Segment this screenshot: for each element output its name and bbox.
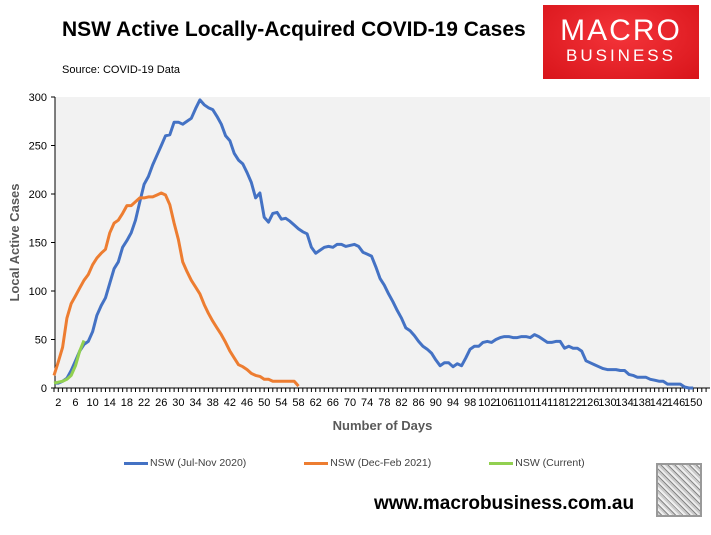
x-tick-label: 38 xyxy=(207,397,219,409)
x-tick-label: 86 xyxy=(413,397,425,409)
x-tick-label: 130 xyxy=(598,397,616,409)
series-line-2 xyxy=(53,339,86,385)
x-tick-label: 50 xyxy=(258,397,270,409)
x-tick-label: 138 xyxy=(633,397,651,409)
x-tick-label: 26 xyxy=(155,397,167,409)
y-tick-label: 0 xyxy=(41,383,47,395)
x-tick-label: 82 xyxy=(395,397,407,409)
x-tick-label: 118 xyxy=(547,397,565,409)
x-tick-label: 14 xyxy=(104,397,116,409)
x-tick-label: 42 xyxy=(224,397,236,409)
y-tick-label: 100 xyxy=(29,286,47,298)
y-tick-label: 300 xyxy=(29,92,47,104)
x-tick-label: 74 xyxy=(361,397,373,409)
series-line-0 xyxy=(54,98,694,390)
x-tick-label: 98 xyxy=(464,397,476,409)
x-tick-label: 62 xyxy=(310,397,322,409)
wolf-mascot-image xyxy=(656,463,702,517)
x-tick-label: 146 xyxy=(667,397,685,409)
x-tick-label: 34 xyxy=(189,397,201,409)
plot-area xyxy=(55,97,710,388)
x-tick-label: 78 xyxy=(378,397,390,409)
x-tick-label: 110 xyxy=(513,397,531,409)
x-tick-label: 94 xyxy=(447,397,459,409)
logo-line2: BUSINESS xyxy=(566,46,676,65)
legend-label: NSW (Jul-Nov 2020) xyxy=(150,457,247,469)
legend-item: NSW (Jul-Nov 2020) xyxy=(124,457,246,469)
x-tick-label: 6 xyxy=(72,397,78,409)
chart-title: NSW Active Locally-Acquired COVID-19 Cas… xyxy=(62,18,526,41)
y-tick-label: 50 xyxy=(35,335,47,347)
website-url: www.macrobusiness.com.au xyxy=(374,493,635,514)
x-tick-label: 106 xyxy=(495,397,513,409)
x-tick-label: 54 xyxy=(275,397,287,409)
y-tick-label: 250 xyxy=(29,141,47,153)
x-tick-label: 58 xyxy=(292,397,304,409)
x-tick-label: 2 xyxy=(55,397,61,409)
macrobusiness-logo: MACRO BUSINESS xyxy=(543,5,699,79)
legend-label: NSW (Dec-Feb 2021) xyxy=(330,457,432,469)
x-tick-label: 10 xyxy=(86,397,98,409)
legend-item: NSW (Current) xyxy=(489,457,585,469)
x-axis-title: Number of Days xyxy=(333,418,433,433)
x-tick-label: 114 xyxy=(530,397,548,409)
x-tick-label: 22 xyxy=(138,397,150,409)
legend-swatch xyxy=(489,461,514,465)
legend-swatch xyxy=(124,461,148,465)
legend-label: NSW (Current) xyxy=(515,457,585,469)
x-tick-label: 122 xyxy=(564,397,582,409)
x-tick-label: 30 xyxy=(172,397,184,409)
y-axis-title: Local Active Cases xyxy=(7,183,22,301)
x-tick-label: 126 xyxy=(581,397,599,409)
x-tick-label: 70 xyxy=(344,397,356,409)
x-tick-label: 134 xyxy=(615,397,633,409)
x-tick-label: 142 xyxy=(650,397,668,409)
x-tick-label: 18 xyxy=(121,397,133,409)
x-tick-label: 102 xyxy=(478,397,496,409)
legend: NSW (Jul-Nov 2020) NSW (Dec-Feb 2021) NS… xyxy=(124,457,643,469)
x-tick-label: 66 xyxy=(327,397,339,409)
y-tick-label: 150 xyxy=(29,238,47,250)
legend-swatch xyxy=(304,461,329,465)
logo-line1: MACRO xyxy=(560,14,682,47)
x-tick-label: 90 xyxy=(430,397,442,409)
series-line-1 xyxy=(52,191,300,388)
x-tick-label: 150 xyxy=(684,397,702,409)
x-tick-label: 46 xyxy=(241,397,253,409)
y-tick-label: 200 xyxy=(29,189,47,201)
source-note: Source: COVID-19 Data xyxy=(62,64,180,76)
legend-item: NSW (Dec-Feb 2021) xyxy=(304,457,431,469)
